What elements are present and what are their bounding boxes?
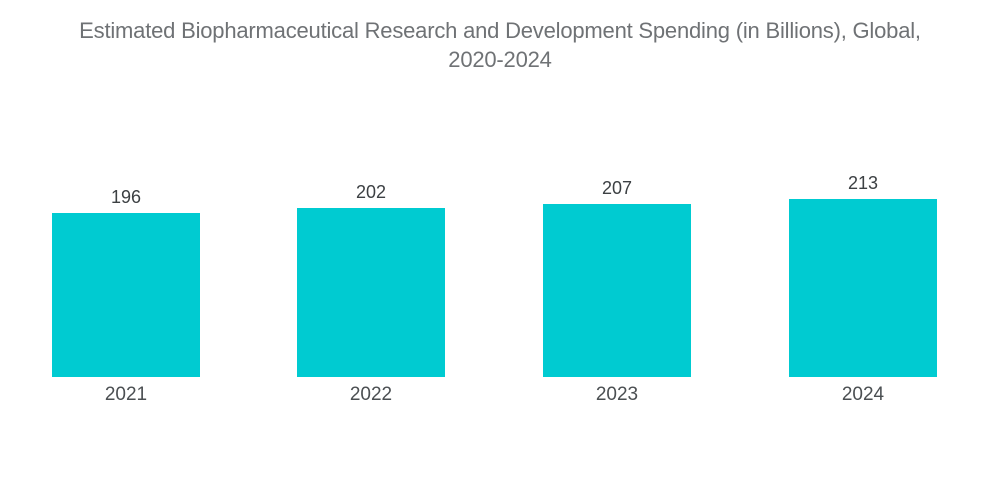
chart-title: Estimated Biopharmaceutical Research and… (0, 16, 1000, 74)
bar-2024[interactable] (789, 199, 937, 377)
x-axis-label-2022: 2022 (349, 384, 393, 405)
chart-title-line1: Estimated Biopharmaceutical Research and… (79, 18, 921, 43)
chart-title-line2: 2020-2024 (448, 47, 552, 72)
x-axis-label-2021: 2021 (104, 384, 148, 405)
bar-2023[interactable] (543, 204, 691, 377)
bar-group-2022: 202 (297, 183, 445, 377)
bar-group-2023: 207 (543, 179, 691, 377)
bar-value-label: 207 (601, 178, 633, 198)
x-axis-label-2024: 2024 (841, 384, 885, 405)
x-axis-label-2023: 2023 (595, 384, 639, 405)
bar-2022[interactable] (297, 208, 445, 377)
bar-value-label: 196 (110, 187, 142, 207)
bar-value-label: 202 (355, 182, 387, 202)
bar-group-2024: 213 (789, 174, 937, 377)
bar-group-2021: 196 (52, 188, 200, 377)
bar-2021[interactable] (52, 213, 200, 377)
bar-value-label: 213 (847, 173, 879, 193)
